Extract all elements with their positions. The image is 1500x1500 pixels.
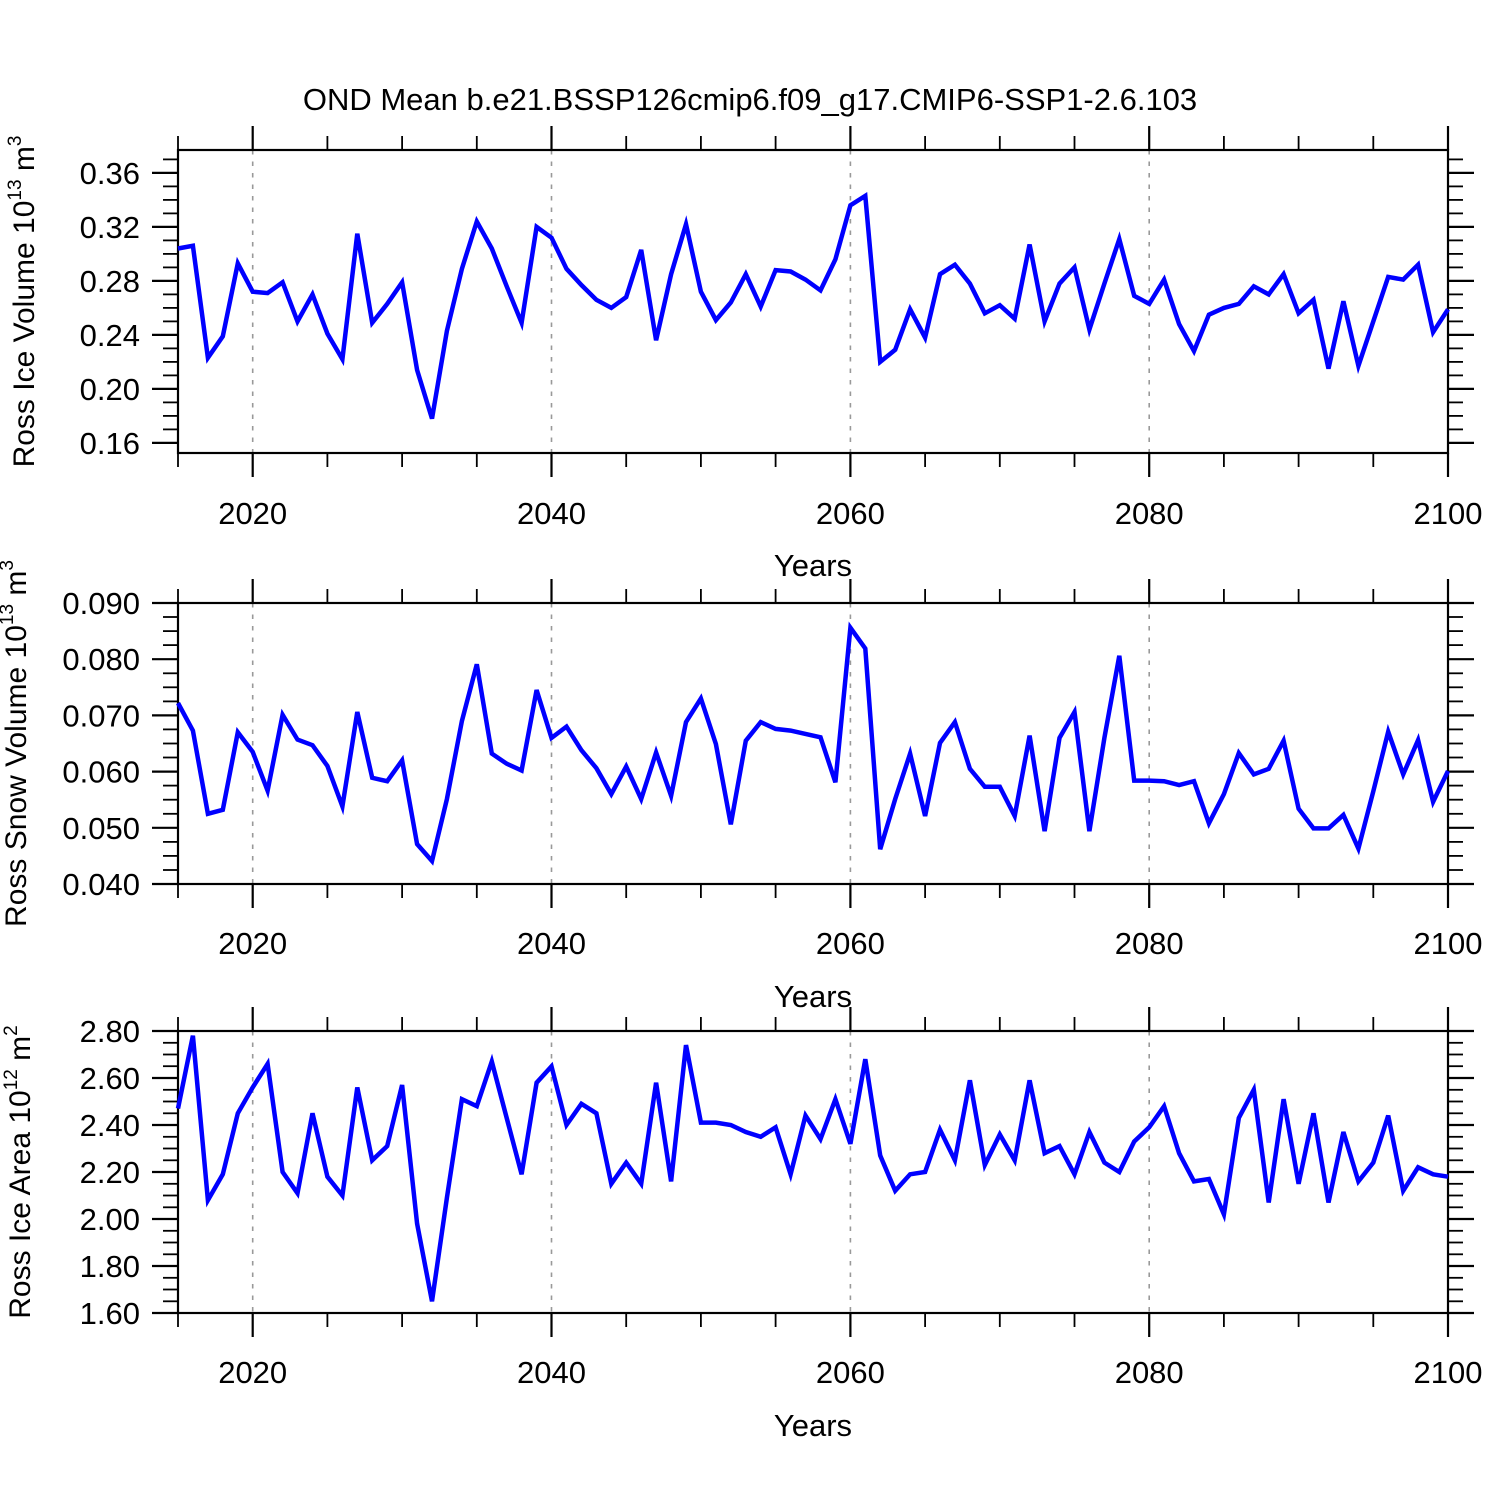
x-tick-label: 2100 [1414,926,1483,961]
plot-frame [176,148,1450,455]
y-tick-label: 0.080 [62,642,140,677]
data-line [175,1035,1449,1302]
chart-title: OND Mean b.e21.BSSP126cmip6.f09_g17.CMIP… [303,82,1197,117]
y-tick-label: 2.40 [80,1108,140,1143]
x-axis-title-panel-1: Years [774,548,852,583]
y-axis-title-sup: 12 [1,1069,22,1090]
y-axis-title-part: m [0,571,33,604]
y-axis-title-sup: 3 [5,136,26,147]
y-axis-title: Ross Ice Area 1012 m2 [1,1025,37,1319]
y-axis-title-part: Ross Snow Volume 10 [0,625,33,927]
data-line [176,621,1451,866]
x-tick-label: 2080 [1115,1355,1184,1390]
y-tick-label: 0.36 [80,156,140,191]
plot-frame [176,1029,1450,1315]
y-tick-label: 2.80 [80,1014,140,1049]
x-tick-label: 2020 [218,926,287,961]
y-tick-label: 1.60 [80,1296,140,1331]
y-axis-title-part: m [4,1036,37,1069]
y-tick-label: 0.16 [80,426,140,461]
x-tick-label: 2060 [816,926,885,961]
plot-frame [176,601,1450,886]
y-tick-label: 2.60 [80,1061,140,1096]
x-tick-label: 2080 [1115,496,1184,531]
x-tick-label: 2020 [218,496,287,531]
x-tick-label: 2060 [816,1355,885,1390]
y-axis-title-part: Ross Ice Area 10 [4,1090,37,1318]
y-tick-label: 0.28 [80,264,140,299]
panel-ross-snow-volume: 2020 2040 2060 2080 2100 0.040 0.050 0.060 0.070… [0,560,1482,961]
panel-ross-ice-volume: 2020 2040 2060 2080 2100 0.16 0.20 0.24 0.28 0.32… [5,126,1482,531]
x-tick-label: 2040 [517,926,586,961]
x-tick-label: 2040 [517,496,586,531]
x-tick-label: 2080 [1115,926,1184,961]
panel-ross-ice-area: 2020 2040 2060 2080 2100 1.60 1.80 2.00 2.20 2.40… [1,1007,1482,1390]
y-axis-title: Ross Ice Volume 1013 m3 [5,136,41,468]
y-tick-label: 1.80 [80,1249,140,1284]
x-tick-label: 2100 [1414,1355,1483,1390]
y-tick-label: 2.00 [80,1202,140,1237]
x-axis-title-panel-3: Years [774,1408,852,1443]
y-axis-title-part: Ross Ice Volume 10 [8,201,41,468]
x-tick-label: 2020 [218,1355,287,1390]
y-axis-title: Ross Snow Volume 1013 m3 [0,560,33,927]
y-axis-title-sup: 2 [1,1025,22,1036]
y-axis-title-sup: 3 [0,560,18,571]
data-line [177,192,1450,420]
x-tick-label: 2060 [816,496,885,531]
y-axis-title-sup: 13 [5,179,26,200]
y-tick-label: 0.070 [62,698,140,733]
y-tick-label: 0.24 [80,318,140,353]
y-axis-title-part: m [8,146,41,179]
y-tick-label: 0.040 [62,867,140,902]
y-tick-label: 0.32 [80,210,140,245]
y-tick-label: 0.20 [80,372,140,407]
y-tick-label: 0.090 [62,586,140,621]
y-tick-label: 0.060 [62,755,140,790]
y-tick-label: 2.20 [80,1155,140,1190]
x-tick-label: 2100 [1414,496,1483,531]
x-tick-label: 2040 [517,1355,586,1390]
y-tick-label: 0.050 [62,811,140,846]
y-axis-title-sup: 13 [0,604,18,625]
x-axis-title-panel-2: Years [774,979,852,1014]
